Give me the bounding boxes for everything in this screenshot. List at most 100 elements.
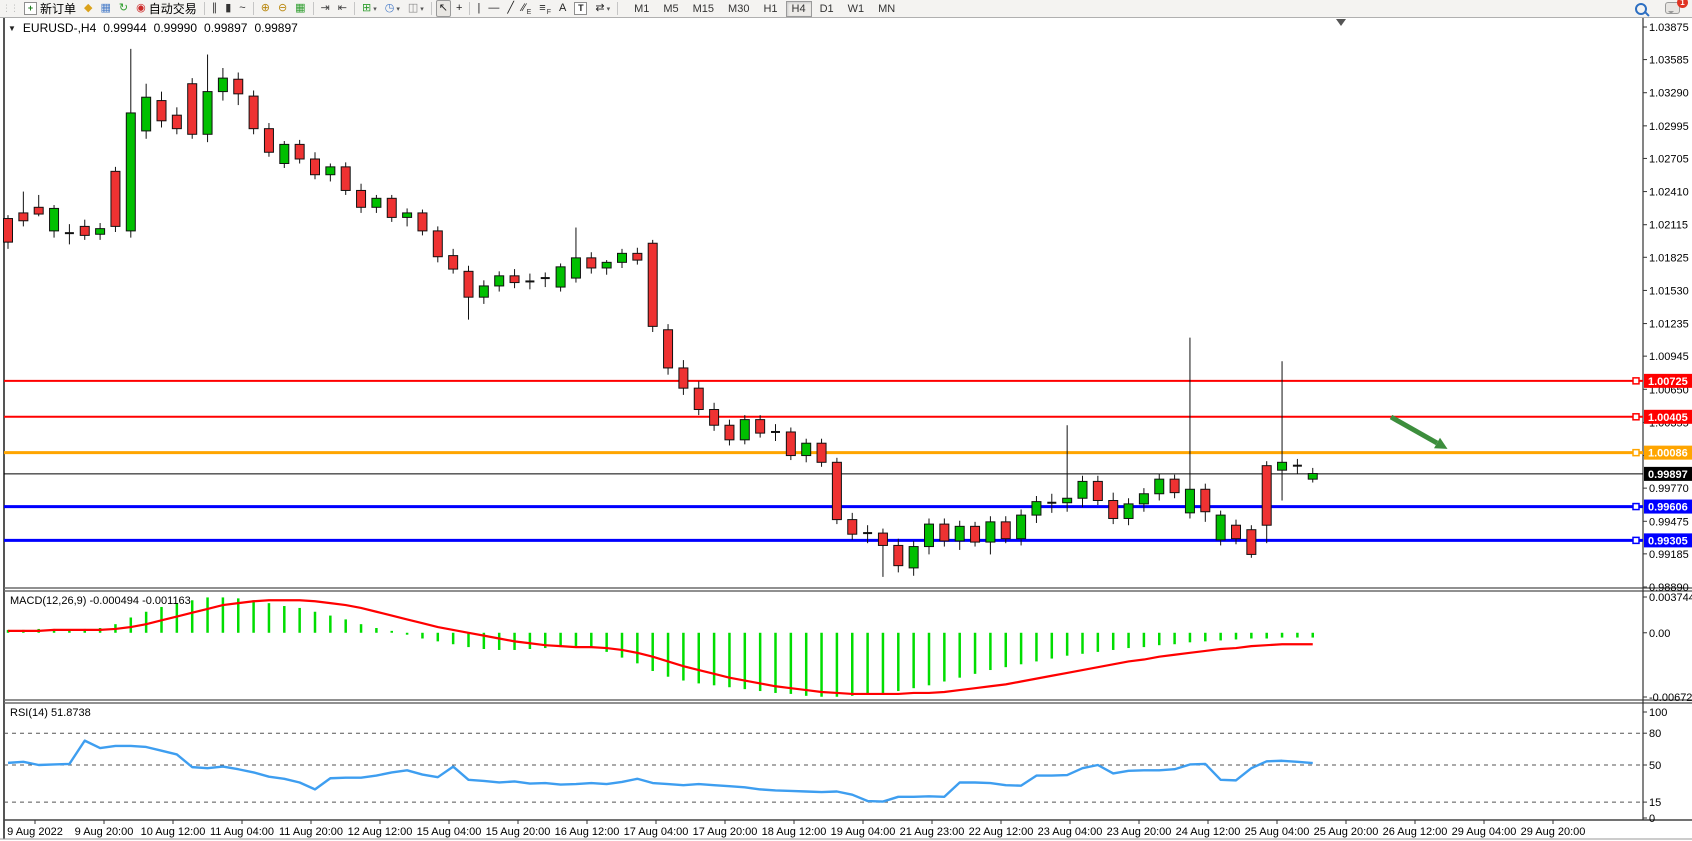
- search-button[interactable]: [1632, 0, 1650, 17]
- timeframe-mn-button[interactable]: MN: [878, 2, 896, 15]
- candle-body: [478, 285, 489, 298]
- candle-body: [386, 197, 397, 218]
- refresh-icon-icon: ↻: [118, 2, 129, 14]
- templates-button[interactable]: ◫ ▾: [405, 0, 427, 17]
- candlestick-type-button[interactable]: ▮: [222, 0, 234, 17]
- time-tick-label: 9 Aug 2022: [7, 826, 63, 838]
- chart-shift-button[interactable]: ⇤: [335, 0, 350, 17]
- timeframe-m1-button[interactable]: M1: [634, 2, 650, 15]
- crosshair-button[interactable]: +: [453, 0, 465, 17]
- tile-windows-button[interactable]: ▦: [292, 0, 308, 17]
- auto-scroll-button[interactable]: ⇥: [318, 0, 333, 17]
- toolbar-separator: [430, 2, 432, 15]
- time-tick-label: 15 Aug 04:00: [417, 826, 482, 838]
- indicators-button[interactable]: ⊞ ▾: [359, 0, 380, 17]
- chart-shift-icon: ⇤: [337, 2, 348, 14]
- bar-chart-type-button[interactable]: ∥: [209, 0, 221, 17]
- timeframe-d1-button[interactable]: D1: [819, 2, 834, 15]
- timeframe-m30-button[interactable]: M30: [728, 2, 750, 15]
- line-anchor-marker[interactable]: [1632, 502, 1640, 511]
- chevron-down-icon: ▾: [420, 5, 424, 13]
- timeframe-m15-button[interactable]: M15: [692, 2, 715, 15]
- notifications-button[interactable]: 1: [1662, 0, 1688, 17]
- equidistant-channel-icon: ∕∕: [521, 2, 526, 14]
- rsi-scale-label: 50: [1649, 760, 1661, 772]
- auto-scroll-icon: ⇥: [320, 2, 330, 14]
- text-label-button[interactable]: T: [571, 0, 590, 17]
- chart-title: ▼ EURUSD-,H4 0.99944 0.99990 0.99897 0.9…: [8, 21, 298, 35]
- rsi-scale-label: 80: [1649, 728, 1661, 740]
- periods-button[interactable]: ◷ ▾: [382, 0, 403, 17]
- equidistant-channel-button[interactable]: ∕∕ E: [519, 0, 534, 17]
- candle-body: [1123, 503, 1134, 519]
- line-chart-type-button[interactable]: ~: [236, 0, 248, 17]
- line-anchor-marker[interactable]: [1632, 448, 1640, 457]
- trend-arrow-annotation[interactable]: [1389, 414, 1439, 446]
- chart-background[interactable]: [0, 17, 1692, 839]
- zoom-in-icon: ⊕: [260, 2, 270, 14]
- candle-body: [202, 91, 213, 135]
- time-tick-label: 15 Aug 20:00: [486, 826, 551, 838]
- ohlc-close: 0.99897: [254, 21, 298, 35]
- trendline-button[interactable]: ╱: [504, 0, 517, 17]
- line-anchor-marker[interactable]: [1632, 377, 1640, 385]
- candle-body: [985, 521, 996, 543]
- candlestick-type-icon: ▮: [225, 2, 232, 14]
- price-tick-label: 0.99185: [1649, 549, 1689, 561]
- fibonacci-icon: ≡: [539, 2, 546, 14]
- time-tick-label: 25 Aug 20:00: [1314, 826, 1379, 838]
- timeframe-h1-button[interactable]: H1: [763, 2, 778, 15]
- data-window-icon[interactable]: ▦: [97, 0, 113, 17]
- timeframe-h4-button[interactable]: H4: [785, 0, 812, 17]
- price-tick-label: 1.02705: [1649, 153, 1689, 165]
- vertical-line-icon: |: [477, 2, 481, 14]
- horizontal-line-button[interactable]: —: [485, 0, 502, 17]
- line-anchor-marker[interactable]: [1632, 413, 1640, 421]
- search-icon: [1635, 2, 1647, 15]
- time-tick-label: 17 Aug 04:00: [624, 826, 689, 838]
- timeframe-w1-button[interactable]: W1: [847, 2, 865, 15]
- autotrading-button[interactable]: ◉ 自动交易: [133, 0, 200, 17]
- fibonacci-button[interactable]: ≡ F: [536, 0, 554, 17]
- candle-body: [417, 212, 428, 232]
- trend-arrow-head[interactable]: [1434, 437, 1448, 449]
- time-tick-label: 29 Aug 04:00: [1452, 826, 1517, 838]
- chart-cube-icon[interactable]: ◆: [81, 0, 95, 17]
- zoom-in-button[interactable]: ⊕: [258, 0, 273, 17]
- candle-body: [217, 77, 228, 93]
- candle-body: [279, 143, 290, 164]
- candle-body: [1138, 493, 1149, 505]
- price-tick-label: 0.98890: [1649, 582, 1689, 594]
- zoom-out-button[interactable]: ⊖: [275, 0, 290, 17]
- refresh-icon[interactable]: ↻: [116, 0, 131, 17]
- candle-body: [1261, 465, 1272, 526]
- chart-shift-marker[interactable]: [1336, 19, 1346, 26]
- price-tick-label: 1.01825: [1649, 252, 1689, 264]
- arrows-icon: ⇄: [595, 2, 605, 14]
- zoom-out-icon: ⊖: [277, 2, 288, 14]
- timeframe-m5-button[interactable]: M5: [663, 2, 679, 15]
- text-button[interactable]: A: [556, 0, 569, 17]
- symbol-collapse-icon[interactable]: ▼: [8, 23, 16, 33]
- new-order-button[interactable]: + 新订单: [21, 0, 79, 17]
- time-tick-label: 21 Aug 23:00: [900, 826, 965, 838]
- candle-body: [402, 212, 413, 218]
- bar-chart-type-icon: ∥: [211, 2, 218, 14]
- candle-body: [1200, 488, 1211, 513]
- text-label-icon: T: [574, 2, 588, 15]
- macd-signal-line: [8, 599, 1313, 696]
- candle-body: [233, 78, 244, 95]
- candle-body: [1031, 501, 1042, 516]
- line-anchor-marker[interactable]: [1632, 536, 1640, 545]
- vertical-line-button[interactable]: |: [474, 0, 483, 17]
- arrows-button[interactable]: ⇄ ▾: [592, 0, 613, 17]
- rsi-scale-label: 100: [1649, 707, 1667, 719]
- cursor-button[interactable]: ↖: [435, 0, 452, 17]
- candle-body: [1000, 521, 1011, 540]
- candle-body: [601, 261, 612, 269]
- price-tick-label: 1.01530: [1649, 285, 1689, 297]
- text-icon: A: [559, 2, 567, 14]
- macd-indicator-label: MACD(12,26,9) -0.000494 -0.001163: [10, 595, 191, 607]
- ohlc-high: 0.99990: [153, 21, 198, 35]
